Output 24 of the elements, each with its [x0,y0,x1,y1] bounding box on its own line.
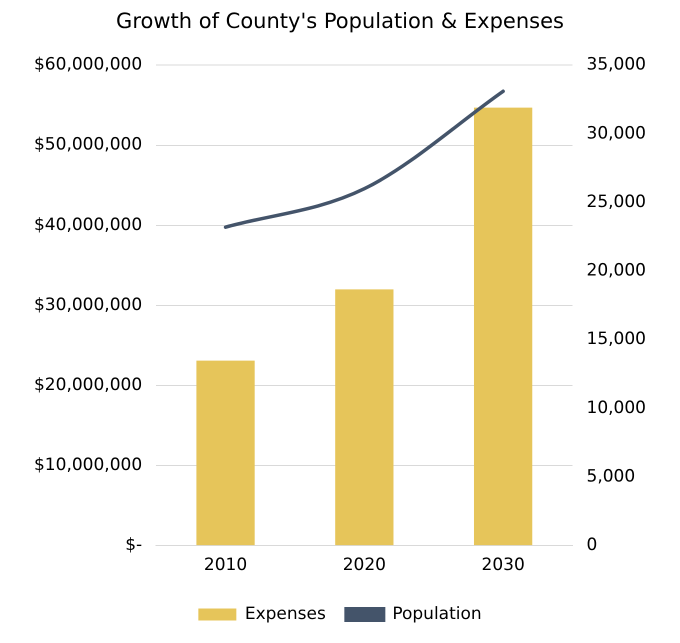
x-tick-label: 2010 [204,555,248,576]
y2-tick-label: 20,000 [586,260,646,281]
y-tick-label: $50,000,000 [34,134,142,155]
y2-tick-label: 10,000 [586,398,646,418]
x-tick-label: 2020 [342,555,386,576]
y-tick-label: $20,000,000 [34,374,142,395]
y-tick-label: $30,000,000 [34,294,142,315]
y-tick-label: $60,000,000 [34,54,142,75]
bar [335,289,394,546]
y2-tick-label: 35,000 [586,54,646,75]
legend-label: Population [392,604,482,624]
y2-tick-label: 0 [586,535,598,556]
x-tick-label: 2030 [481,555,525,576]
y-tick-label: $10,000,000 [34,454,142,475]
legend-label: Expenses [244,604,326,624]
y-tick-label: $40,000,000 [34,214,142,235]
y2-tick-label: 15,000 [586,329,646,350]
bar [196,360,255,546]
y2-tick-label: 30,000 [586,123,646,144]
y-tick-label: $- [125,535,142,556]
chart-title: Growth of County's Population & Expenses [116,9,564,34]
bar [474,108,532,546]
y2-tick-label: 25,000 [586,192,646,212]
y2-tick-label: 5,000 [586,466,636,486]
